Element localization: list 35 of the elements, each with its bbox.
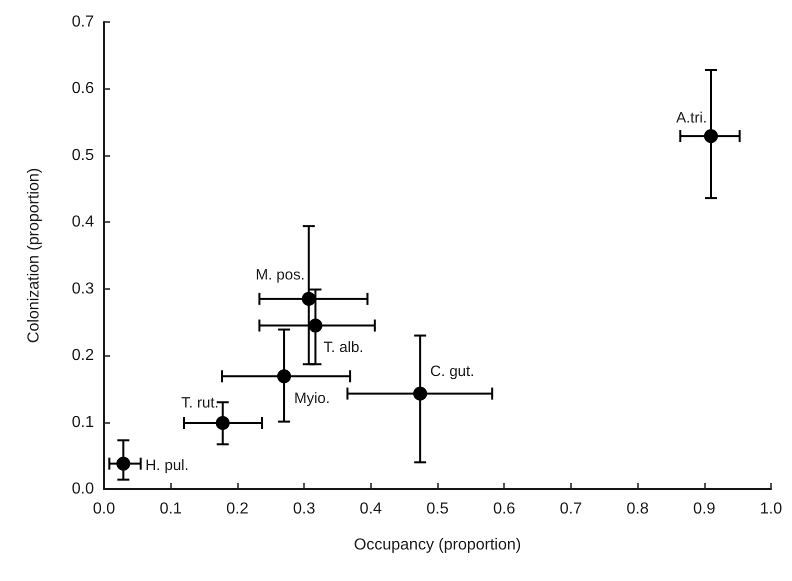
x-tick-label: 0.5: [426, 500, 449, 518]
y-tick-label: 0.1: [72, 414, 94, 431]
x-tick-label: 0.6: [493, 500, 516, 518]
annotation: T. alb.: [323, 339, 364, 356]
x-tick-label: 0.2: [226, 500, 249, 518]
x-tick-label: 0.9: [693, 500, 716, 518]
annotation: C. gut.: [430, 363, 474, 380]
x-axis-title: Occupancy (proportion): [354, 536, 522, 554]
y-tick-label: 0.5: [72, 146, 94, 164]
annotation: A.tri.: [676, 110, 707, 127]
y-axis-title: Colonization (proportion): [26, 168, 42, 344]
y-tick-label: 0.2: [72, 347, 94, 364]
point: [308, 318, 322, 333]
annotation: M. pos.: [256, 266, 305, 284]
point: [277, 369, 292, 384]
x-tick-label: 0.8: [626, 500, 649, 518]
x-tick-label: 0.7: [560, 500, 582, 518]
y-tick-label: 0.0: [72, 480, 94, 498]
point: [704, 129, 718, 144]
point: [116, 456, 130, 471]
annotation: Myio.: [294, 390, 330, 407]
x-tick-label: 1.0: [760, 500, 782, 518]
y-tick-label: 0.7: [72, 14, 94, 30]
annotation: H. pul.: [145, 457, 189, 474]
x-tick-label: 0.1: [160, 500, 182, 518]
y-tick-label: 0.3: [72, 280, 94, 298]
x-tick-label: 0.4: [360, 500, 382, 518]
point: [216, 416, 230, 430]
y-tick-label: 0.4: [72, 214, 94, 231]
x-tick-label: 0.3: [292, 500, 316, 518]
x-tick-label: 0.0: [92, 500, 116, 518]
point: [413, 386, 428, 401]
y-tick-label: 0.6: [72, 80, 94, 98]
point: [302, 292, 316, 306]
annotation: T. rut.: [181, 394, 219, 412]
